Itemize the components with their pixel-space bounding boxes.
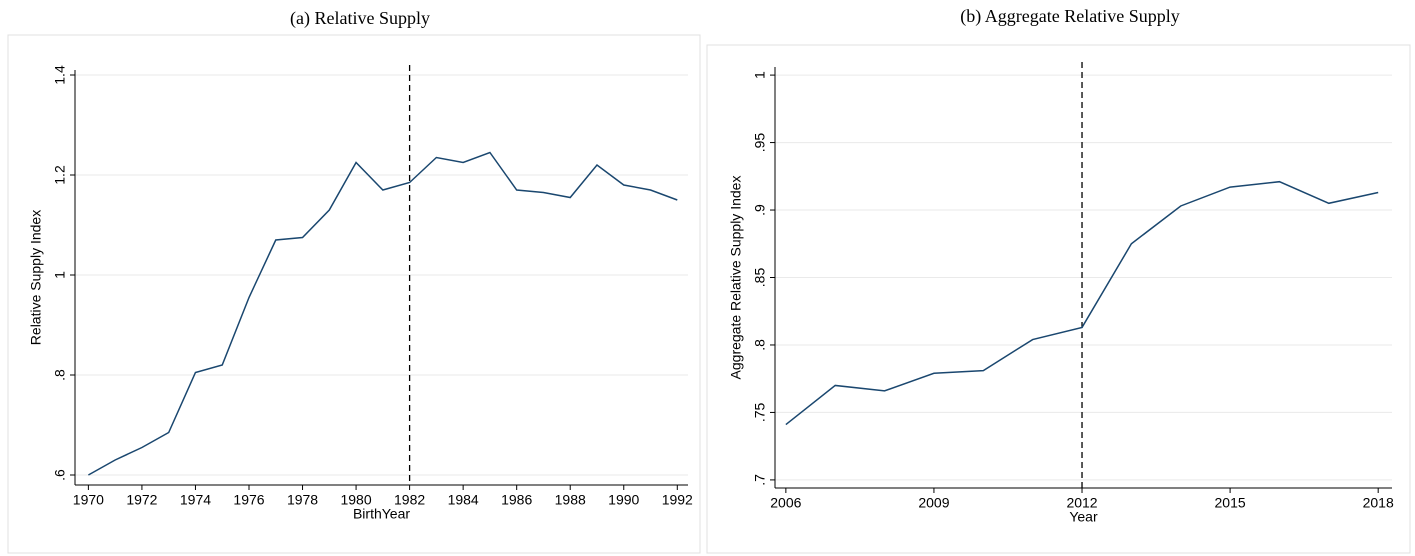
- x-tick-label: 2015: [1215, 495, 1246, 511]
- x-tick-label: 1976: [233, 492, 264, 508]
- x-tick-label: 1986: [501, 492, 532, 508]
- x-tick-label: 1972: [126, 492, 157, 508]
- panel-title: (b) Aggregate Relative Supply: [960, 6, 1179, 27]
- data-line: [88, 151, 678, 476]
- x-tick-label: 1988: [555, 492, 586, 508]
- y-tick-label: .8: [52, 369, 68, 381]
- y-tick-label: .7: [752, 474, 768, 486]
- x-tick-label: 1984: [448, 492, 479, 508]
- panel-frame: [7, 34, 701, 554]
- y-tick-label: .6: [52, 469, 68, 481]
- y-tick-label: 1: [52, 271, 68, 279]
- x-tick-label: 1992: [662, 492, 693, 508]
- x-tick-label: 1974: [180, 492, 211, 508]
- x-tick-label: 2009: [918, 495, 949, 511]
- x-tick-label: 2018: [1363, 495, 1394, 511]
- x-tick-label: 1982: [394, 492, 425, 508]
- x-tick-label: 1990: [608, 492, 639, 508]
- y-tick-label: .75: [752, 402, 768, 422]
- y-axis-label: Relative Supply Index: [28, 210, 44, 345]
- panel-title: (a) Relative Supply: [290, 8, 430, 29]
- y-tick-label: 1.2: [52, 165, 68, 185]
- x-axis-label: BirthYear: [353, 506, 410, 522]
- x-tick-label: 2012: [1066, 495, 1097, 511]
- y-tick-label: .85: [752, 268, 768, 288]
- y-tick-label: .9: [752, 204, 768, 216]
- x-tick-label: 2006: [770, 495, 801, 511]
- y-tick-label: 1: [752, 71, 768, 79]
- x-axis-label: Year: [1069, 509, 1098, 525]
- y-axis-label: Aggregate Relative Supply Index: [728, 176, 744, 380]
- panel-frame: [706, 44, 1411, 554]
- y-tick-label: 1.4: [52, 65, 68, 85]
- data-line: [785, 180, 1379, 426]
- y-tick-label: .8: [752, 339, 768, 351]
- x-tick-label: 1980: [340, 492, 371, 508]
- x-tick-label: 1978: [287, 492, 318, 508]
- y-tick-label: .95: [752, 133, 768, 153]
- x-tick-label: 1970: [73, 492, 104, 508]
